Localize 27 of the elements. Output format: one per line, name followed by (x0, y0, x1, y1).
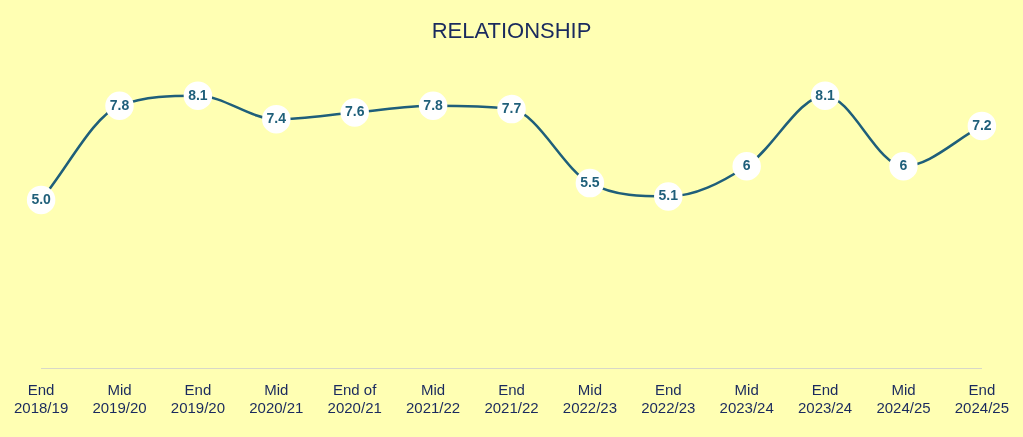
data-label: 7.7 (501, 99, 522, 116)
data-label: 7.2 (972, 116, 992, 133)
x-tick-label: Mid 2024/25 (876, 381, 931, 417)
data-label: 5.5 (580, 173, 600, 190)
x-tick-label: Mid 2022/23 (562, 381, 618, 417)
x-tick-label: Mid 2019/20 (92, 381, 147, 417)
x-tick-label: End 2018/19 (13, 381, 69, 417)
x-tick-label: Mid 2023/24 (719, 381, 774, 417)
data-label: 5.1 (658, 187, 679, 204)
x-tick-label: Mid 2020/21 (249, 381, 304, 417)
x-tick-label: End 2019/20 (170, 381, 226, 417)
data-label: 8.1 (188, 86, 208, 103)
data-label: 7.6 (344, 103, 365, 120)
x-tick-label: End 2024/25 (954, 381, 1010, 417)
data-label: 7.8 (109, 96, 130, 113)
data-label: 6 (899, 157, 908, 174)
data-label: 6 (742, 157, 751, 174)
x-tick-label: End of 2020/21 (327, 381, 382, 417)
data-label: 7.4 (266, 110, 287, 127)
x-tick-label: End 2021/22 (484, 381, 539, 417)
data-label: 8.1 (815, 86, 836, 103)
chart-title: RELATIONSHIP (431, 18, 592, 44)
data-label: 5.0 (31, 190, 52, 207)
x-tick-label: End 2022/23 (641, 381, 696, 417)
x-tick-label: Mid 2021/22 (405, 381, 461, 417)
data-label: 7.8 (423, 96, 444, 113)
x-tick-label: End 2023/24 (797, 381, 853, 417)
